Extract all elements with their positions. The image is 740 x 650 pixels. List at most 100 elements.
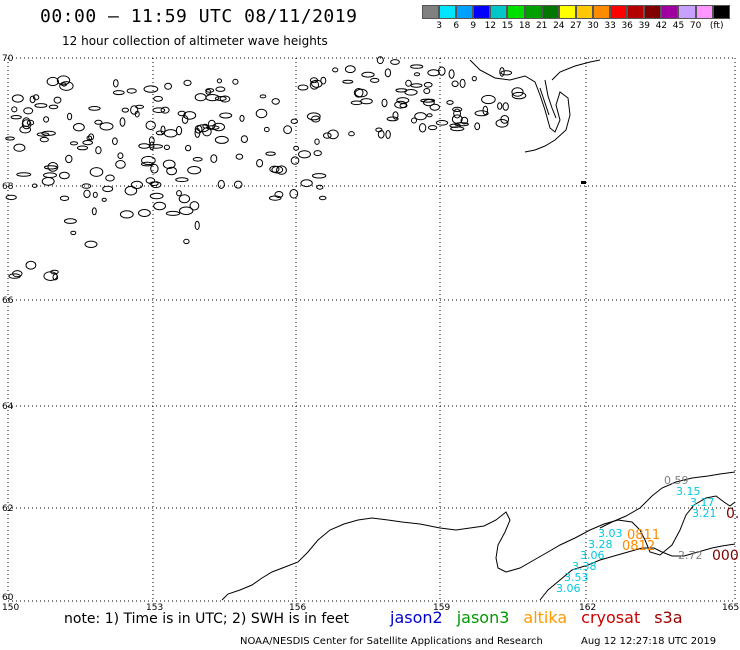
ice-floe: [405, 79, 412, 87]
lat-label: 66: [2, 296, 14, 306]
legend-label: 6: [453, 21, 460, 31]
ice-floe: [451, 114, 463, 124]
ice-floe: [219, 95, 231, 103]
legend-swatch: [644, 5, 662, 19]
legend-label: 9: [470, 21, 477, 31]
legend-label: 42: [655, 21, 668, 31]
ice-floe: [47, 162, 59, 172]
ice-floe: [135, 104, 145, 109]
ice-floe: [95, 146, 102, 155]
ice-floe: [283, 125, 293, 135]
ice-floe: [386, 116, 399, 122]
ice-floe: [81, 183, 92, 189]
obs-reading: 2.72: [678, 549, 703, 562]
ice-floe: [446, 100, 454, 105]
ice-floe: [212, 122, 225, 132]
footer-note: note: 1) Time is in UTC; 2) SWH is in fe…: [64, 611, 350, 627]
legend-swatch: [422, 5, 440, 19]
ice-floe: [149, 144, 163, 149]
ice-floe: [342, 79, 354, 84]
ice-floe: [427, 125, 438, 131]
ice-floe: [63, 218, 77, 224]
lon-label: 153: [146, 603, 163, 613]
lat-label: 68: [2, 182, 14, 192]
legend-swatch: [575, 5, 593, 19]
ice-floe: [293, 145, 300, 151]
ice-floe: [112, 137, 118, 145]
ice-floe: [233, 180, 243, 189]
legend-swatch: [473, 5, 491, 19]
legend-label: 27: [570, 21, 582, 31]
ice-floe: [194, 220, 200, 230]
ice-floe: [130, 180, 143, 189]
ice-floe: [179, 206, 194, 216]
legend-label: 12: [484, 21, 497, 31]
ice-floe: [185, 144, 192, 152]
latitude-labels: 70 68 66 64 62 60: [2, 54, 14, 603]
ice-floe: [418, 123, 427, 133]
ice-floe: [452, 106, 463, 113]
satellite-legend: jason2 jason3 altika cryosat s3a: [390, 608, 697, 627]
coastline-inlet: [539, 79, 557, 119]
ice-floe: [183, 79, 192, 87]
legend-swatch: [439, 5, 457, 19]
obs-reading: 3.06: [556, 582, 581, 595]
lon-label: 162: [579, 603, 596, 613]
ice-floe: [320, 76, 327, 85]
ice-floe: [5, 136, 15, 141]
obs-reading: 3.17: [690, 496, 715, 509]
ice-floe: [210, 154, 218, 164]
ice-floe: [395, 88, 408, 93]
ice-floe: [289, 189, 299, 199]
obs-reading: 3.38: [572, 560, 597, 573]
ice-floe: [511, 87, 524, 97]
ice-floe: [300, 179, 313, 188]
ice-floe: [117, 152, 124, 159]
ice-floe: [215, 86, 226, 92]
legend-label: 30: [587, 21, 599, 31]
ice-floe: [160, 125, 166, 135]
ice-floe: [112, 90, 125, 96]
legend-swatches: [422, 5, 730, 19]
ice-floe: [53, 96, 62, 104]
ice-floe: [448, 69, 455, 79]
ice-floe: [113, 79, 119, 88]
sat-jason2: jason2: [390, 608, 443, 627]
ice-floe: [385, 130, 391, 139]
ice-floe: [145, 120, 156, 131]
ice-floe: [232, 78, 239, 85]
ice-floe: [16, 172, 32, 177]
ice-floe: [183, 238, 190, 245]
ice-floe: [115, 160, 126, 169]
legend-swatch: [627, 5, 645, 19]
ice-floe: [121, 107, 130, 113]
ice-floe: [11, 94, 24, 103]
ice-floe: [149, 141, 155, 151]
ice-floe: [43, 172, 57, 178]
ice-floe: [474, 110, 489, 117]
ice-floe: [453, 108, 462, 119]
ice-floe: [91, 207, 97, 216]
ice-floe: [500, 70, 513, 76]
ice-floe: [429, 103, 440, 111]
ice-floe: [119, 117, 126, 127]
ice-floe: [22, 117, 31, 128]
ice-floe: [82, 140, 93, 146]
siberian-coastline: [469, 59, 601, 153]
ice-floe: [177, 110, 187, 117]
ice-floe: [11, 106, 18, 113]
ice-floe: [240, 135, 248, 144]
coast-mark: [581, 181, 586, 184]
ice-floe: [271, 98, 280, 105]
ice-floe: [183, 111, 197, 120]
ice-floe: [214, 135, 229, 144]
ice-floe: [94, 119, 103, 125]
ice-floe: [332, 67, 339, 73]
legend-label: 18: [518, 21, 531, 31]
lat-label: 60: [2, 593, 14, 603]
grid: [7, 57, 736, 602]
legend-swatch: [507, 5, 525, 19]
legend-label: 3: [436, 21, 442, 31]
ice-floe: [164, 82, 173, 90]
